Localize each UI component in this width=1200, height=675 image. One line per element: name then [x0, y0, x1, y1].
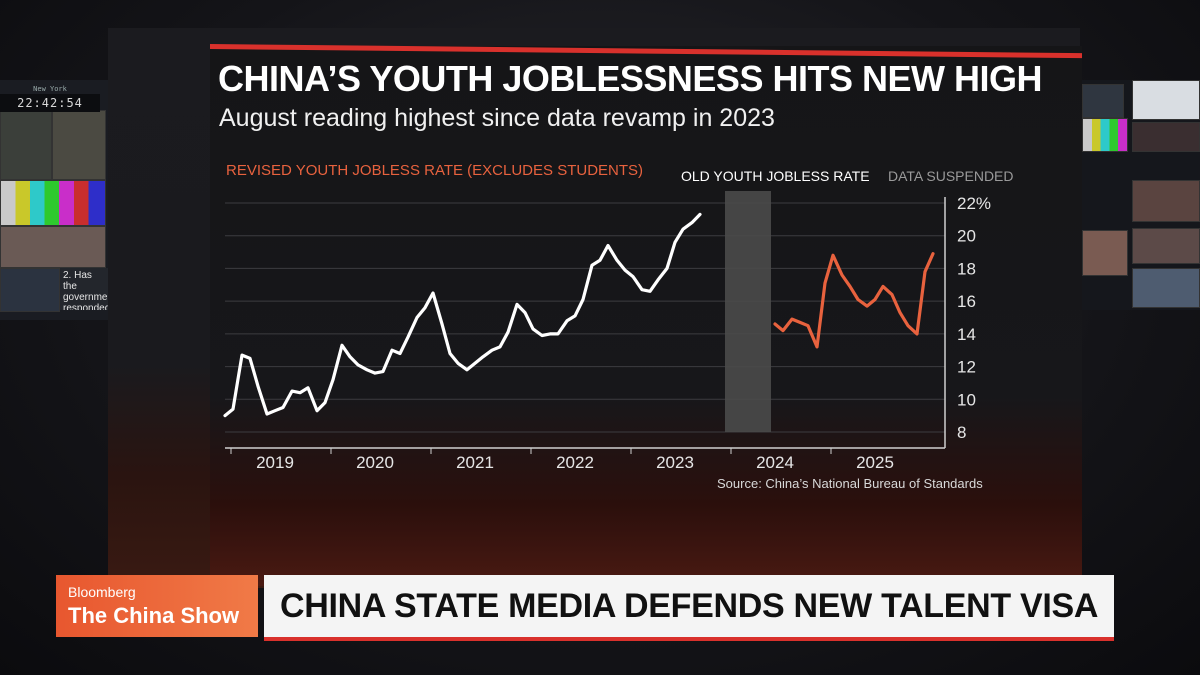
y-tick-label: 14	[957, 325, 976, 344]
left-monitor-3	[0, 226, 106, 268]
headline-bar: CHINA STATE MEDIA DEFENDS NEW TALENT VIS…	[264, 575, 1114, 637]
chart-source: Source: China’s National Bureau of Stand…	[717, 476, 983, 491]
right-monitor-6	[1132, 228, 1200, 264]
legend-old-rate: OLD YOUTH JOBLESS RATE	[681, 168, 870, 184]
studio-right-monitor-wall	[1080, 80, 1200, 310]
headline-accent-stripe	[264, 637, 1114, 641]
x-tick-label: 2024	[756, 453, 794, 472]
x-tick-label: 2021	[456, 453, 494, 472]
show-badge: Bloomberg The China Show	[56, 575, 258, 637]
right-monitor-1	[1082, 84, 1124, 118]
right-monitor-colorbars	[1082, 118, 1128, 152]
legend-data-suspended: DATA SUSPENDED	[888, 168, 1014, 184]
chart-title: CHINA’S YOUTH JOBLESSNESS HITS NEW HIGH	[218, 58, 1042, 99]
brand-label: Bloomberg	[68, 584, 136, 600]
studio-clock: 22:42:54	[0, 94, 100, 112]
x-tick-label: 2022	[556, 453, 594, 472]
y-tick-label: 16	[957, 292, 976, 311]
chart-subtitle: August reading highest since data revamp…	[219, 104, 775, 132]
y-tick-label: 12	[957, 358, 976, 377]
headline-text: CHINA STATE MEDIA DEFENDS NEW TALENT VIS…	[280, 587, 1099, 625]
x-tick-label: 2025	[856, 453, 894, 472]
left-monitor-2	[52, 110, 106, 180]
y-tick-label: 10	[957, 390, 976, 409]
revised-rate-line	[773, 252, 935, 349]
left-monitor-4	[0, 268, 60, 312]
y-tick-label: 20	[957, 227, 976, 246]
left-monitor-1	[0, 110, 52, 180]
old-rate-line	[223, 212, 702, 418]
side-monitor-caption: 2. Has the government responded to conce…	[60, 268, 108, 310]
y-tick-label: 8	[957, 423, 966, 442]
clock-city-label: New York	[33, 85, 67, 93]
suspended-band	[725, 191, 771, 432]
x-tick-label: 2020	[356, 453, 394, 472]
right-monitor-5	[1082, 230, 1128, 276]
chart-board	[210, 46, 1082, 586]
right-monitor-4	[1132, 180, 1200, 222]
right-monitor-7	[1132, 268, 1200, 308]
x-tick-label: 2019	[256, 453, 294, 472]
studio-left-monitor-wall	[0, 80, 108, 320]
legend-revised-rate: REVISED YOUTH JOBLESS RATE (EXCLUDES STU…	[226, 162, 644, 179]
y-tick-label: 22%	[957, 194, 991, 213]
show-name: The China Show	[68, 603, 240, 628]
y-tick-label: 18	[957, 259, 976, 278]
right-monitor-2	[1132, 80, 1200, 120]
x-tick-label: 2023	[656, 453, 694, 472]
left-monitor-colorbars	[0, 180, 106, 226]
